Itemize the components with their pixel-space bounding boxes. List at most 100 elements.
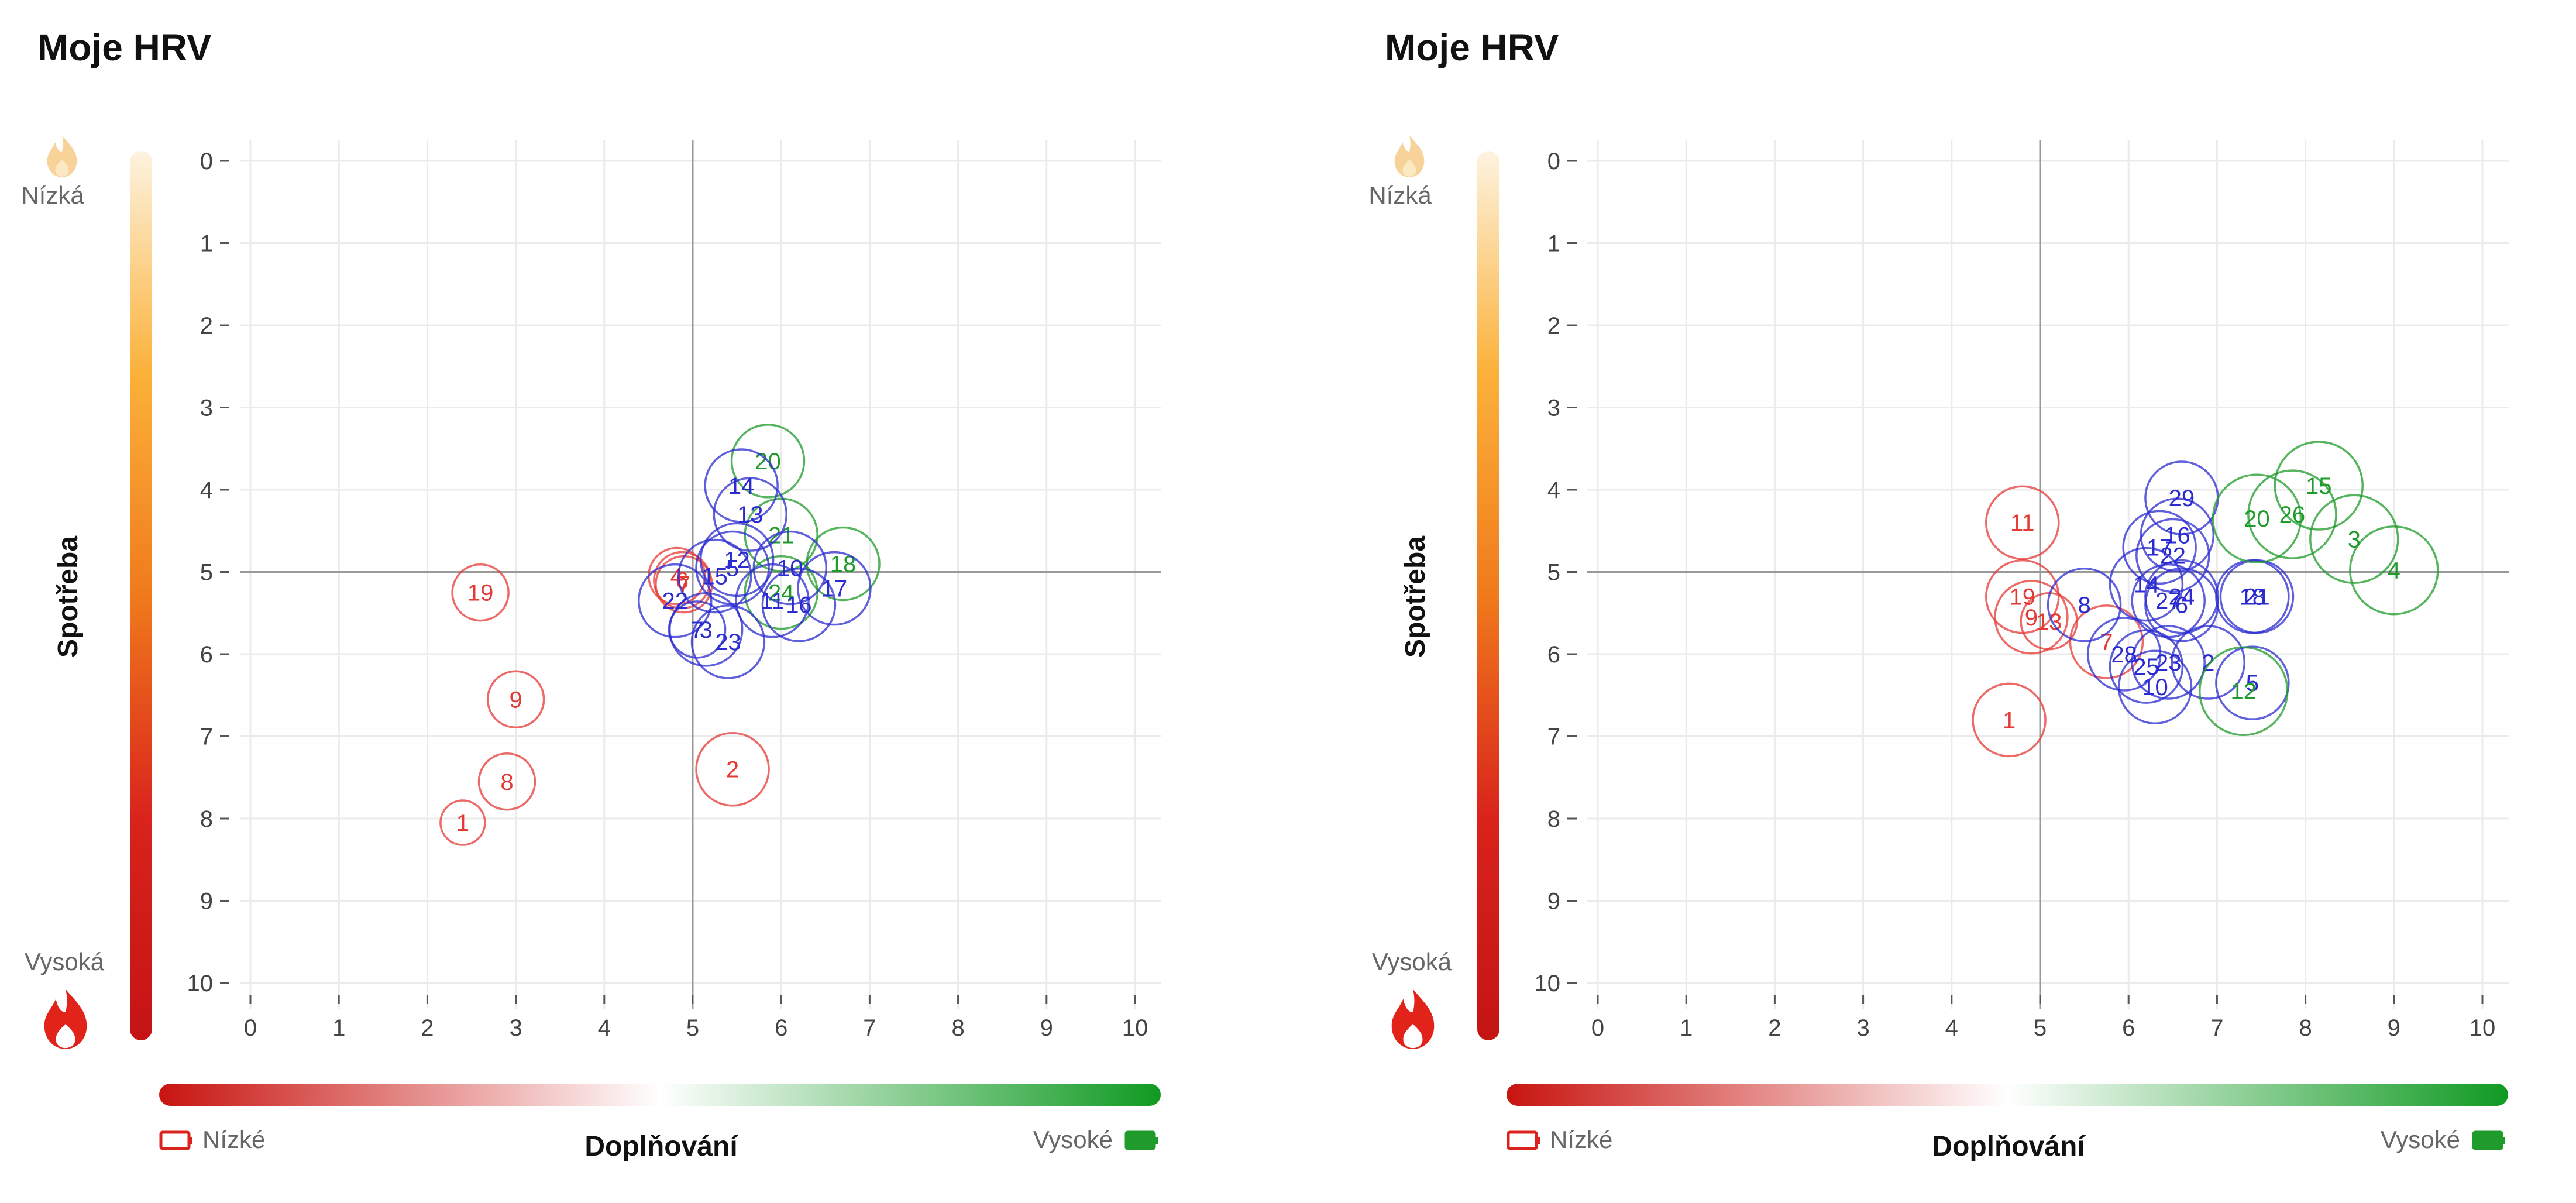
data-point-circle (668, 600, 727, 659)
x-tick-label: 4 (1945, 1015, 1958, 1041)
hrv-chart-panel-left: Moje HRV 0 1 2 3 4 5 6 7 8 9 10 0 1 2 3 4 5 6 7 8 9 10 Nízká Vy… (0, 0, 1229, 1203)
data-point: 8 (477, 752, 536, 811)
data-point-label: 27 (2155, 589, 2182, 614)
data-point-label: 8 (2078, 593, 2090, 618)
y-tick-label: 1 (1547, 231, 1560, 257)
data-point-label: 23 (2155, 650, 2182, 676)
data-point-circle (2274, 441, 2364, 531)
data-point-circle (2219, 559, 2295, 634)
y-tick-label: 2 (1547, 313, 1560, 339)
flame-icon (44, 989, 87, 1049)
battery-empty-icon (159, 1130, 192, 1150)
data-point-circle (2140, 497, 2215, 573)
data-point: 9 (1994, 580, 2069, 655)
y-tick-label: 2 (200, 313, 213, 339)
data-point-label: 1 (2003, 707, 2016, 733)
flame-icon (47, 135, 77, 177)
data-point-circle (2135, 518, 2210, 593)
y-low-label: Nízká (1368, 181, 1432, 209)
data-point: 25 (2109, 629, 2184, 704)
x-axis: 0 1 2 3 4 5 6 7 8 9 10 (1591, 995, 2495, 1041)
data-point: 27 (2131, 563, 2206, 638)
y-tick-label: 7 (200, 724, 213, 750)
data-point: 14 (2109, 546, 2184, 622)
data-point-circle (638, 563, 713, 638)
x-tick-label: 10 (1122, 1015, 1148, 1041)
x-tick-label: 6 (2122, 1015, 2135, 1041)
data-point-circle (2122, 510, 2197, 585)
x-tick-label: 10 (2470, 1015, 2496, 1041)
x-tick-label: 5 (2034, 1015, 2047, 1041)
data-point-label: 9 (509, 687, 522, 713)
data-point: 5 (2215, 645, 2290, 720)
x-tick-label: 3 (509, 1015, 522, 1041)
x-axis: 0 1 2 3 4 5 6 7 8 9 10 (244, 995, 1148, 1041)
data-point: 23 (690, 604, 766, 679)
grid (240, 140, 1161, 1009)
data-point-label: 5 (2246, 671, 2259, 696)
data-point-label: 19 (2010, 585, 2036, 610)
data-point-circle (477, 752, 536, 811)
data-point-circle (2109, 546, 2184, 622)
x-tick-label: 4 (598, 1015, 611, 1041)
x-high-label: Vysoké (1033, 1126, 1113, 1153)
x-tick-label: 1 (332, 1015, 345, 1041)
data-point-circle (1985, 485, 2060, 560)
data-point: 17 (797, 551, 872, 626)
battery-empty-icon (1507, 1130, 1540, 1150)
data-point: 1 (1972, 682, 2047, 758)
data-point-label: 7 (677, 572, 690, 598)
y-axis: 0 1 2 3 4 5 6 7 8 9 10 (187, 149, 229, 996)
data-point-circle (690, 604, 766, 679)
data-point-circle (1972, 682, 2047, 758)
y-tick-label: 0 (1547, 149, 1560, 174)
y-axis-title: Spotřeba (1400, 536, 1431, 658)
data-point: 16 (2140, 497, 2215, 573)
data-point-label: 16 (2164, 523, 2190, 548)
data-point-circle (2309, 494, 2399, 585)
hrv-chart-panel-right: Moje HRV 0 1 2 3 4 5 6 7 8 9 10 0 1 2 3 4 5 6 7 8 9 10 Nízká Vy… (1347, 0, 2576, 1203)
x-tick-label: 9 (2388, 1015, 2400, 1041)
data-point-label: 5 (726, 555, 739, 581)
y-tick-label: 8 (200, 806, 213, 832)
grid (1587, 140, 2509, 1009)
data-point: 13 (713, 477, 788, 552)
data-point: 12 (2199, 646, 2289, 736)
data-point-circle (451, 563, 510, 622)
chart-title: Moje HRV (37, 26, 212, 68)
data-point-label: 25 (2133, 654, 2159, 680)
x-axis-title: Doplňování (1932, 1131, 2086, 1162)
data-point-circle (2247, 469, 2337, 559)
data-point-circle (2047, 567, 2122, 642)
data-point-label: 11 (2010, 510, 2035, 536)
x-tick-label: 7 (2210, 1015, 2223, 1041)
data-point-circle (2212, 473, 2302, 563)
y-tick-label: 10 (1535, 971, 1561, 996)
replenish-scale-bar (159, 1084, 1161, 1106)
data-point-circle (439, 799, 486, 846)
data-point-label: 18 (2240, 585, 2266, 610)
x-tick-label: 0 (1591, 1015, 1604, 1041)
data-point: 1 (439, 799, 486, 846)
y-tick-label: 0 (200, 149, 213, 174)
y-tick-label: 8 (1547, 806, 1560, 832)
replenish-scale-bar (1507, 1084, 2508, 1106)
data-point-circle (735, 563, 810, 638)
data-point-circle (730, 424, 806, 499)
data-point: 8 (2047, 567, 2122, 642)
y-high-label: Vysoká (1372, 948, 1452, 975)
data-point-label: 15 (2306, 473, 2332, 499)
consumption-scale-bar (130, 151, 152, 1040)
data-point: 23 (2131, 625, 2206, 700)
battery-full-icon (1124, 1130, 1158, 1150)
y-tick-label: 9 (200, 889, 213, 915)
data-point-circle (713, 477, 788, 552)
data-point-label: 8 (500, 769, 513, 795)
data-point: 15 (2274, 441, 2364, 531)
y-tick-label: 4 (1547, 477, 1560, 503)
x-tick-label: 9 (1040, 1015, 1053, 1041)
data-point-label: 3 (700, 617, 713, 643)
data-point-circle (2117, 649, 2193, 724)
